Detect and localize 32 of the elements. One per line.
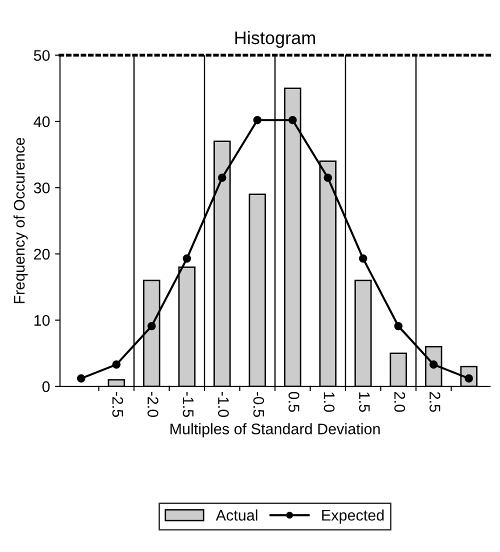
point: [394, 322, 403, 330]
legend-label: Actual: [216, 509, 258, 521]
x-tick-label: 1.5: [359, 392, 370, 412]
point: [112, 360, 121, 369]
point: [358, 254, 368, 263]
x-tick-label: -1.5: [182, 392, 194, 417]
point: [182, 254, 192, 263]
point: [429, 360, 438, 369]
x-tick-label: 2.5: [430, 392, 440, 412]
y-tick-label: 10: [34, 315, 50, 326]
y-tick-label: 30: [34, 182, 50, 194]
x-axis-title: Multiples of Standard Deviation: [170, 423, 380, 438]
y-tick-label: 50: [34, 50, 50, 61]
chart-title: Histogram: [235, 31, 315, 48]
point: [288, 116, 297, 124]
point: [324, 174, 332, 182]
x-tick-label: -1.0: [218, 392, 229, 417]
y-tick-label: 20: [34, 248, 50, 260]
point: [253, 116, 262, 124]
x-tick-label: 0.5: [288, 392, 300, 412]
point: [218, 174, 226, 182]
legend-label: Expected: [322, 509, 384, 524]
y-tick-label: 0: [42, 381, 50, 392]
x-tick-label: 1.0: [324, 392, 335, 412]
x-tick-label: -2.5: [112, 392, 124, 417]
point: [76, 374, 86, 383]
x-tick-label: -2.0: [148, 392, 158, 417]
x-tick-label: -0.5: [253, 392, 264, 417]
y-tick-label: 40: [34, 116, 50, 128]
x-tick-label: 2.0: [394, 392, 406, 412]
y-axis-title: Frequency of Occurence: [14, 138, 28, 304]
point: [147, 322, 156, 330]
